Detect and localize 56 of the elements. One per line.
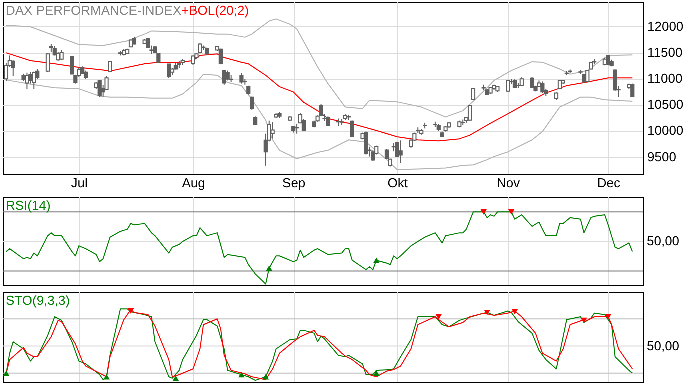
point	[581, 318, 588, 324]
point	[104, 374, 110, 380]
candlestick	[398, 140, 403, 164]
text: +BOL(20;2)	[182, 3, 250, 18]
candlestick	[198, 42, 202, 54]
point	[436, 314, 442, 320]
y-tick-label: 9500	[648, 149, 676, 164]
candlestick	[468, 104, 472, 122]
point	[484, 310, 490, 316]
x-tick-label: Jul	[71, 176, 88, 190]
point	[238, 372, 245, 378]
text: 50,00	[647, 338, 680, 354]
line-series	[6, 52, 634, 142]
x-tick-label: Nov	[497, 176, 521, 190]
series-label: STO(9,3,3)	[6, 293, 70, 308]
line-series	[6, 74, 634, 170]
candlestick	[166, 64, 172, 79]
x-tick-label: Okt	[388, 176, 408, 190]
candlestick	[364, 131, 368, 156]
candlestick	[25, 72, 30, 90]
y-tick-label: 10500	[648, 97, 684, 112]
candlestick	[36, 68, 40, 80]
text: 50,00	[647, 234, 680, 249]
point	[512, 309, 518, 315]
point	[172, 376, 180, 382]
x-tick-label: Dec	[597, 176, 621, 190]
y-tick-label: 11000	[648, 71, 683, 86]
candlestick	[191, 55, 196, 66]
point	[605, 314, 612, 320]
candlestick	[630, 83, 635, 98]
x-tick-label: Aug	[182, 176, 206, 190]
y-tick-label: 10000	[648, 123, 684, 138]
point	[128, 308, 134, 314]
candlestick	[240, 72, 244, 84]
point	[373, 370, 380, 376]
candlestick	[250, 96, 254, 110]
line-series	[6, 18, 634, 118]
x-tick-label: Sep	[282, 176, 306, 190]
y-tick-label: 11500	[648, 45, 683, 60]
candlestick	[371, 150, 376, 162]
candlestick	[98, 80, 102, 98]
point	[262, 374, 270, 380]
candlestick	[302, 118, 306, 132]
series-label: RSI(14)	[6, 198, 51, 213]
candlestick	[108, 60, 112, 73]
candlestick	[222, 70, 226, 86]
point	[3, 370, 10, 376]
chart-title: DAX PERFORMANCE-INDEX	[6, 3, 182, 18]
candlestick	[540, 81, 545, 94]
candlestick	[270, 122, 275, 140]
candlestick	[294, 123, 300, 134]
candlestick	[226, 70, 230, 82]
y-tick-label: 12000	[648, 18, 684, 34]
candlestick	[32, 71, 36, 90]
candlestick	[60, 50, 64, 60]
candlestick	[46, 53, 50, 73]
